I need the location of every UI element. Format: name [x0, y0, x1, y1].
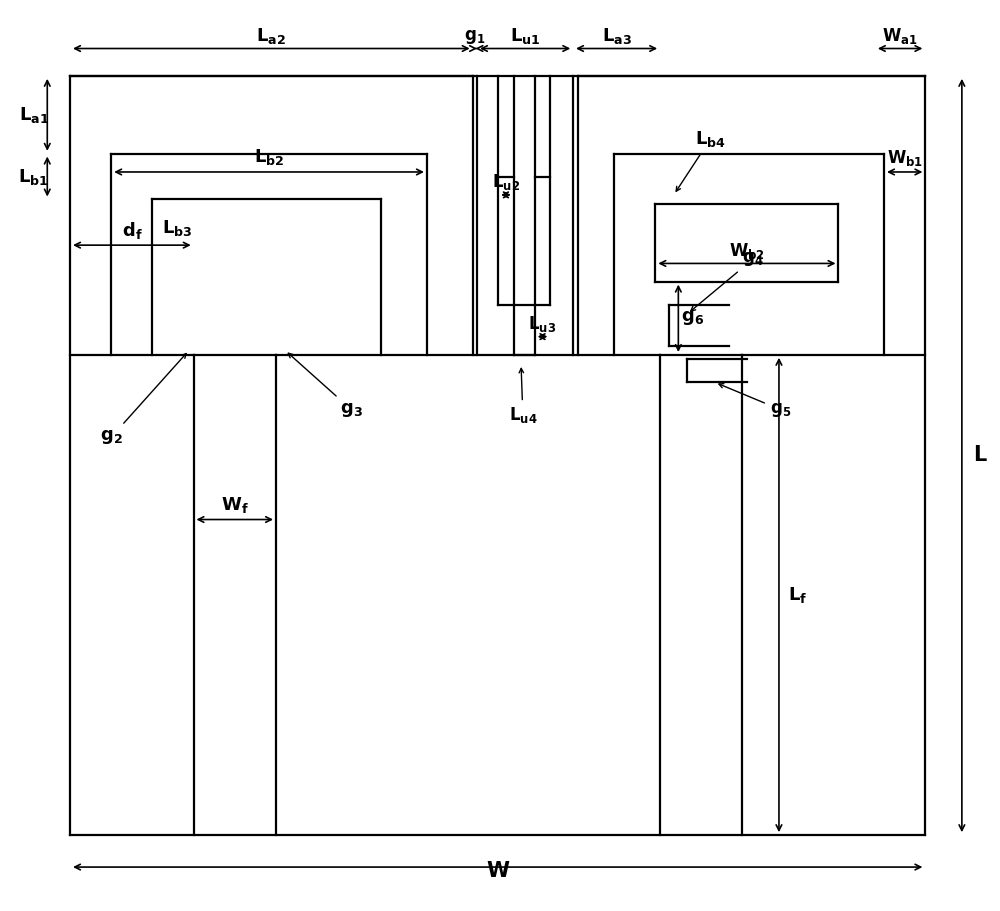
Text: $\mathbf{g_2}$: $\mathbf{g_2}$ — [100, 353, 186, 446]
Text: $\mathbf{L_{u4}}$: $\mathbf{L_{u4}}$ — [509, 368, 537, 425]
Text: $\mathbf{g_1}$: $\mathbf{g_1}$ — [464, 27, 486, 46]
Text: $\mathbf{L_{b1}}$: $\mathbf{L_{b1}}$ — [18, 167, 49, 187]
Text: $\mathbf{W_{a1}}$: $\mathbf{W_{a1}}$ — [882, 26, 918, 46]
Text: $\mathbf{L_{b4}}$: $\mathbf{L_{b4}}$ — [676, 129, 726, 191]
Text: $\mathbf{W}$: $\mathbf{W}$ — [486, 861, 510, 881]
Text: $\mathbf{L_f}$: $\mathbf{L_f}$ — [788, 585, 807, 605]
Text: $\mathbf{L_{u1}}$: $\mathbf{L_{u1}}$ — [510, 26, 540, 46]
Text: $\mathbf{L_{u2}}$: $\mathbf{L_{u2}}$ — [492, 172, 520, 192]
Text: $\mathbf{W_{b1}}$: $\mathbf{W_{b1}}$ — [887, 148, 923, 169]
Text: $\mathbf{L_{b3}}$: $\mathbf{L_{b3}}$ — [162, 218, 192, 238]
Text: $\mathbf{L_{a2}}$: $\mathbf{L_{a2}}$ — [256, 26, 286, 46]
Text: $\mathbf{L_{u3}}$: $\mathbf{L_{u3}}$ — [528, 314, 557, 333]
Text: $\mathbf{L_{b2}}$: $\mathbf{L_{b2}}$ — [254, 148, 284, 168]
Text: $\mathbf{d_f}$: $\mathbf{d_f}$ — [122, 220, 142, 241]
Text: $\mathbf{g_6}$: $\mathbf{g_6}$ — [681, 310, 704, 327]
Text: $\mathbf{g_4}$: $\mathbf{g_4}$ — [691, 250, 764, 311]
Text: $\mathbf{W_{b2}}$: $\mathbf{W_{b2}}$ — [729, 241, 765, 261]
Text: $\mathbf{g_5}$: $\mathbf{g_5}$ — [719, 384, 791, 419]
Text: $\mathbf{g_3}$: $\mathbf{g_3}$ — [288, 353, 363, 419]
Text: $\mathbf{W_f}$: $\mathbf{W_f}$ — [221, 495, 249, 515]
Text: $\mathbf{L_{a3}}$: $\mathbf{L_{a3}}$ — [602, 26, 632, 46]
Text: $\mathbf{L}$: $\mathbf{L}$ — [973, 445, 988, 466]
Text: $\mathbf{L_{a1}}$: $\mathbf{L_{a1}}$ — [19, 105, 49, 125]
